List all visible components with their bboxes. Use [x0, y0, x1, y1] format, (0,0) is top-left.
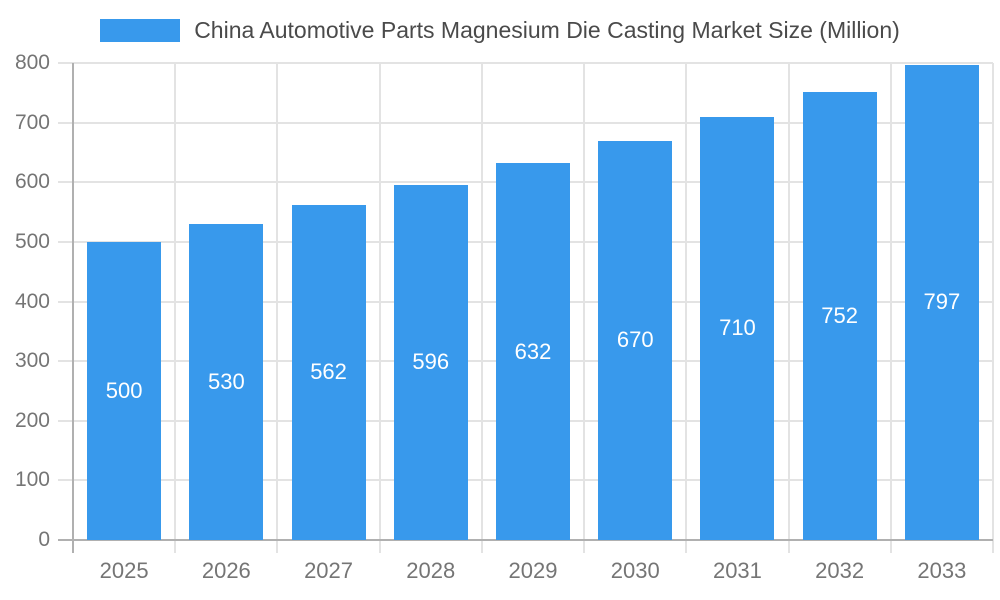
y-axis-line — [72, 63, 74, 553]
y-axis-tick-label: 0 — [38, 528, 50, 552]
bar-2026[interactable] — [189, 223, 264, 540]
x-axis-tick-label: 2027 — [304, 558, 354, 583]
bar-2029[interactable] — [496, 163, 570, 540]
y-axis-tick-label: 600 — [14, 170, 50, 194]
y-gridline — [58, 121, 993, 124]
bar-2032[interactable] — [802, 91, 877, 540]
bar-value-label: 797 — [923, 289, 961, 315]
x-axis-tick-label: 2033 — [917, 558, 967, 583]
bar-value-label: 596 — [412, 349, 450, 375]
x-gridline — [992, 63, 994, 553]
bar-2030[interactable] — [598, 140, 673, 540]
bar-2031[interactable] — [700, 116, 775, 540]
y-axis-tick-label: 500 — [14, 229, 50, 253]
x-axis-tick-label: 2029 — [508, 558, 558, 583]
x-gridline — [174, 63, 177, 553]
x-axis-line — [58, 539, 993, 541]
x-gridline — [480, 63, 483, 553]
x-gridline — [276, 63, 279, 553]
y-axis-tick-label: 400 — [14, 289, 50, 313]
y-axis-tick-label: 200 — [14, 408, 50, 432]
x-axis-tick-label: 2026 — [201, 558, 251, 583]
y-axis-tick-label: 100 — [14, 468, 50, 492]
x-gridline — [889, 63, 892, 553]
y-gridline — [58, 62, 993, 64]
x-axis-tick-label: 2028 — [406, 558, 456, 583]
legend-label: China Automotive Parts Magnesium Die Cas… — [194, 17, 900, 43]
y-axis-tick-label: 300 — [14, 349, 50, 373]
bar-2027[interactable] — [291, 204, 366, 540]
legend-swatch — [100, 19, 181, 42]
bar-value-label: 632 — [514, 338, 552, 364]
bar-2025[interactable] — [87, 241, 162, 540]
bar-value-label: 562 — [310, 359, 347, 385]
bar-value-label: 710 — [719, 315, 756, 341]
x-gridline — [378, 63, 381, 553]
x-gridline — [685, 63, 688, 553]
x-gridline — [787, 63, 790, 553]
bar-2028[interactable] — [393, 184, 468, 540]
x-gridline — [583, 63, 586, 553]
bar-2033[interactable] — [904, 64, 979, 540]
x-axis-tick-label: 2025 — [99, 558, 149, 583]
x-axis-tick-label: 2032 — [815, 558, 865, 583]
legend[interactable]: China Automotive Parts Magnesium Die Cas… — [0, 17, 1000, 44]
x-axis-tick-label: 2031 — [712, 558, 762, 583]
bar-value-label: 670 — [616, 327, 654, 353]
y-axis-tick-label: 700 — [14, 110, 50, 134]
bar-value-label: 752 — [821, 302, 859, 328]
bar-value-label: 500 — [105, 377, 143, 403]
x-axis-tick-label: 2030 — [610, 558, 660, 583]
y-axis-tick-label: 800 — [14, 51, 50, 75]
bar-value-label: 530 — [207, 368, 245, 394]
